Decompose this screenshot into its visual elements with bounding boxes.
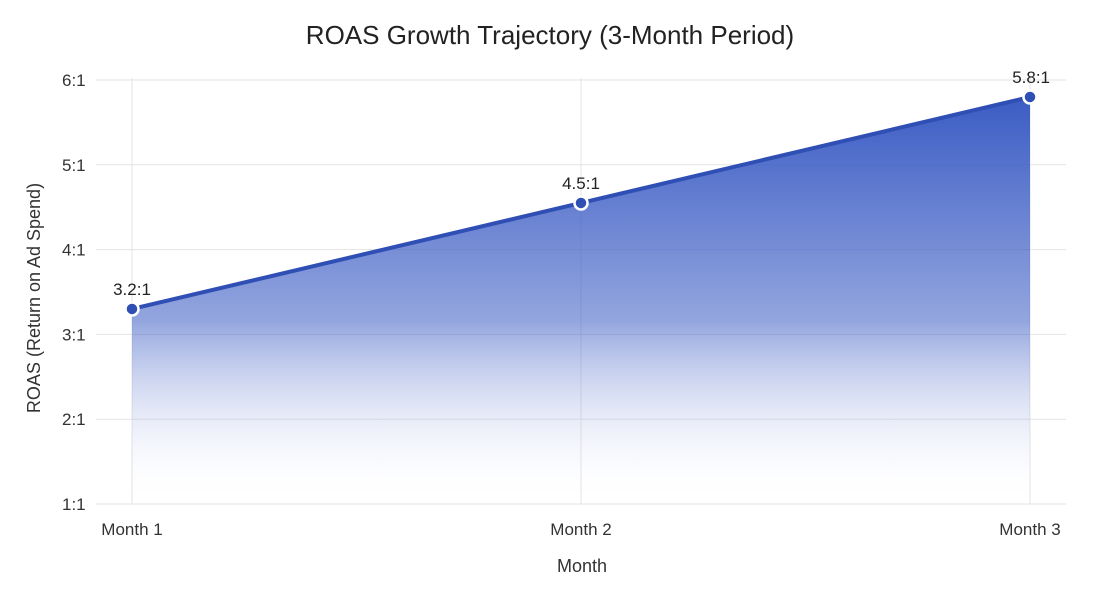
data-points-layer [124, 89, 1038, 317]
data-label: 5.8:1 [1012, 68, 1050, 87]
y-tick-label: 2:1 [62, 410, 86, 429]
data-labels-layer: 3.2:1 4.5:1 5.8:1 [113, 68, 1050, 299]
x-tick-label: Month 3 [999, 520, 1060, 539]
area-fill-layer [132, 96, 1030, 505]
x-axis-label: Month [557, 556, 607, 576]
y-tick-label: 4:1 [62, 241, 86, 260]
x-tick-label: Month 2 [550, 520, 611, 539]
chart-title: ROAS Growth Trajectory (3-Month Period) [306, 20, 794, 50]
y-axis-label: ROAS (Return on Ad Spend) [24, 183, 44, 413]
x-tick-label: Month 1 [101, 520, 162, 539]
data-label: 3.2:1 [113, 280, 151, 299]
y-axis-ticks: 1:1 2:1 3:1 4:1 5:1 6:1 [62, 71, 86, 514]
data-label: 4.5:1 [562, 174, 600, 193]
x-axis-ticks: Month 1 Month 2 Month 3 [101, 520, 1060, 539]
data-point-marker [124, 301, 140, 317]
y-tick-label: 6:1 [62, 71, 86, 90]
data-point-marker [573, 195, 589, 211]
series-area-fill [132, 96, 1030, 505]
y-tick-label: 3:1 [62, 325, 86, 344]
data-point-marker [1022, 89, 1038, 105]
y-tick-label: 5:1 [62, 156, 86, 175]
y-tick-label: 1:1 [62, 495, 86, 514]
